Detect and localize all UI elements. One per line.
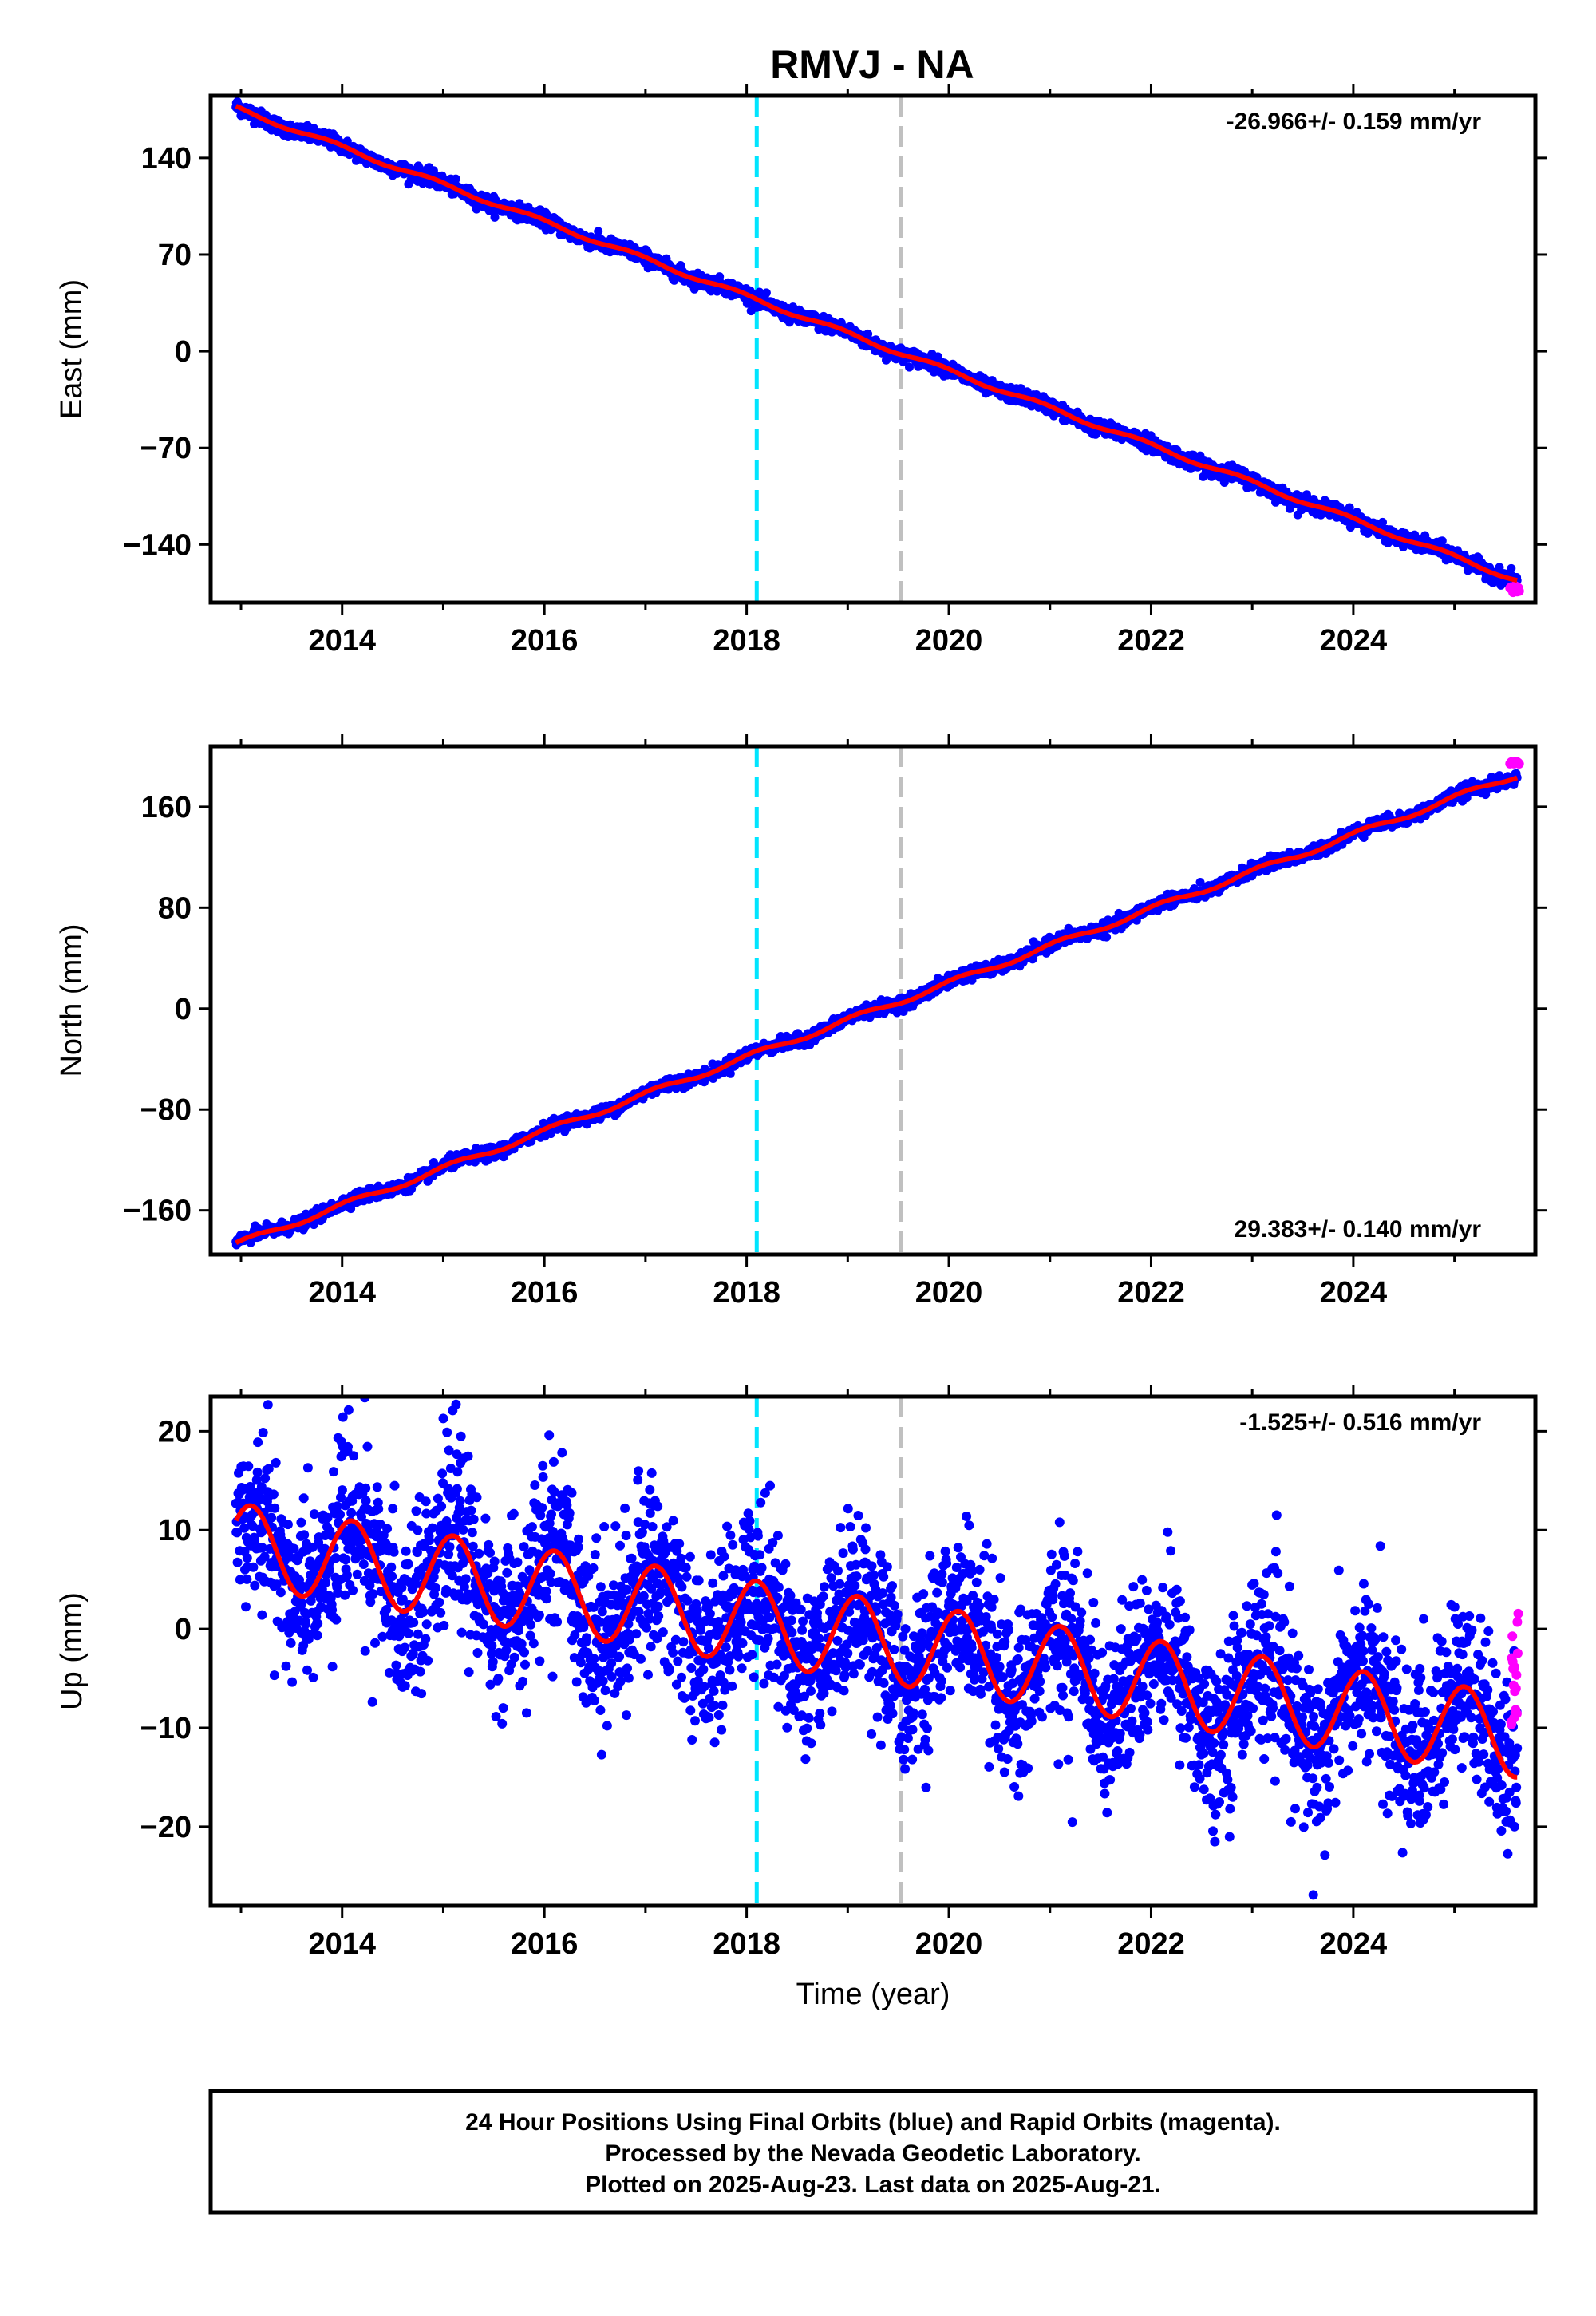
x-tick-label: 2022 (1117, 624, 1185, 658)
final-orbit-point (905, 362, 914, 372)
x-tick-label: 2024 (1320, 624, 1388, 658)
final-orbit-point (1102, 932, 1112, 942)
x-tick-label: 2018 (713, 624, 780, 658)
plot-area (231, 746, 1524, 1255)
model-fit-line (235, 104, 1518, 583)
final-orbit-point (546, 1129, 555, 1139)
plot-area (231, 96, 1524, 603)
velocity-rate-label: -26.966+/- 0.159 mm/yr (1227, 109, 1482, 135)
east-panel: 2014 2016 2018 2020 2022 2024 140 70 0 −70 −140 Eas… (55, 84, 1547, 658)
x-tick-label: 2020 (915, 624, 983, 658)
final-orbit-point (761, 288, 771, 298)
y-tick-label: 140 (141, 142, 192, 176)
final-orbit-point (1195, 878, 1205, 887)
north-panel: 2014 2016 2018 2020 2022 2024160800−80−160Nor… (55, 734, 1547, 1310)
y-tick-label: 0 (175, 335, 192, 369)
final-orbit-point (725, 1069, 735, 1078)
final-orbit-point (1378, 517, 1387, 527)
y-tick-label: −140 (123, 528, 192, 562)
final-orbit-point (594, 227, 603, 236)
x-tick-label: 2016 (511, 624, 579, 658)
plot-frame (208, 93, 1538, 605)
final-orbit-point (1437, 536, 1447, 546)
rapid-orbit-point (1514, 586, 1524, 596)
y-tick-label: 70 (158, 239, 192, 272)
final-orbit-point (451, 174, 460, 184)
y-tick-label: −70 (140, 432, 192, 465)
chart-title: RMVJ - NA (770, 42, 974, 87)
final-orbit-point (490, 212, 500, 222)
final-orbit-point (1507, 563, 1516, 573)
y-axis-label: East (mm) (55, 279, 89, 419)
x-tick-label: 2014 (308, 624, 376, 658)
